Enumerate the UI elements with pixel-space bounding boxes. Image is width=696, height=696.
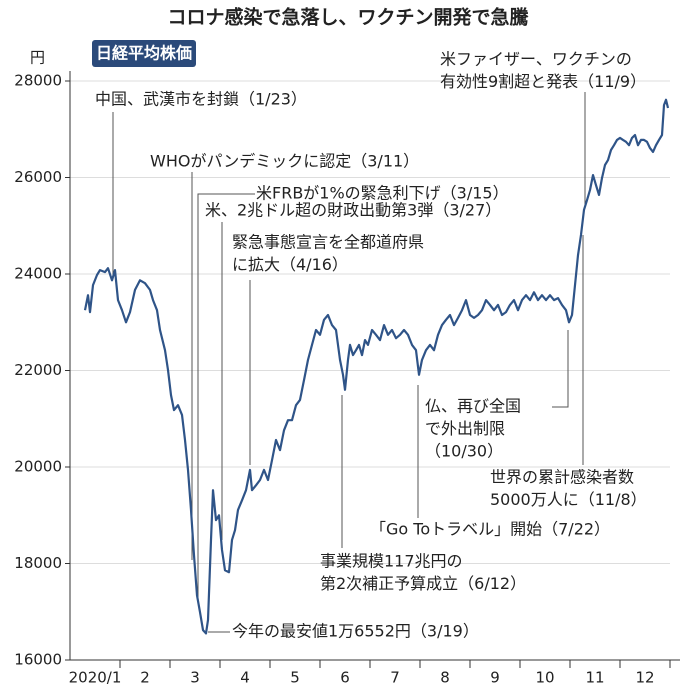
- annotation: （10/30）: [425, 442, 503, 461]
- annotation: 米ファイザー、ワクチンの: [440, 50, 632, 69]
- annotation: 今年の最安値1万6552円（3/19）: [232, 622, 479, 641]
- y-tick-label: 26000: [14, 168, 62, 186]
- annotation: 中国、武漢市を封鎖（1/23）: [95, 90, 307, 109]
- x-tick-label: 9: [490, 669, 500, 687]
- chart-title: コロナ感染で急落し、ワクチン開発で急騰: [167, 6, 529, 29]
- x-tick-label: 12: [635, 669, 654, 687]
- y-unit: 円: [30, 49, 45, 67]
- y-tick-label: 24000: [14, 265, 62, 283]
- x-tick-label: 2: [140, 669, 150, 687]
- legend-label: 日経平均株価: [96, 44, 192, 63]
- annotation: 有効性9割超と発表（11/9）: [440, 72, 646, 91]
- annotation: 米FRBが1%の緊急利下げ（3/15）: [256, 184, 509, 203]
- annotation: 仏、再び全国: [425, 397, 521, 416]
- annotation: 5000万人に（11/8）: [490, 490, 647, 509]
- legend-badge: [92, 40, 196, 67]
- annotation: に拡大（4/16）: [232, 255, 348, 274]
- annotation: 事業規模117兆円の: [320, 552, 463, 571]
- leader-line: [552, 330, 569, 408]
- x-tick-label: 11: [585, 669, 604, 687]
- leader-line: [197, 193, 255, 600]
- annotation: 米、2兆ドル超の財政出動第3弾（3/27）: [205, 201, 501, 220]
- y-tick-label: 22000: [14, 361, 62, 379]
- annotation: 緊急事態宣言を全都道府県: [232, 233, 424, 252]
- x-tick-label: 5: [290, 669, 300, 687]
- x-tick-label: 6: [340, 669, 350, 687]
- y-tick-label: 18000: [14, 554, 62, 572]
- x-tick-label: 2020/1: [69, 669, 122, 687]
- data-line: [83, 98, 670, 635]
- x-tick-label: 7: [390, 669, 400, 687]
- y-tick-label: 20000: [14, 458, 62, 476]
- x-tick-label: 3: [190, 669, 200, 687]
- x-tick-label: 8: [440, 669, 450, 687]
- y-tick-label: 16000: [14, 651, 62, 669]
- annotation: 「Go Toトラベル」開始（7/22）: [370, 520, 610, 539]
- x-tick-label: 4: [240, 669, 250, 687]
- annotation: 世界の累計感染者数: [490, 468, 634, 487]
- y-tick-label: 28000: [14, 72, 62, 90]
- x-tick-label: 10: [535, 669, 554, 687]
- annotation: 第2次補正予算成立（6/12）: [320, 574, 526, 593]
- annotation: WHOがパンデミックに認定（3/11）: [150, 152, 419, 171]
- annotation: で外出制限: [425, 419, 505, 438]
